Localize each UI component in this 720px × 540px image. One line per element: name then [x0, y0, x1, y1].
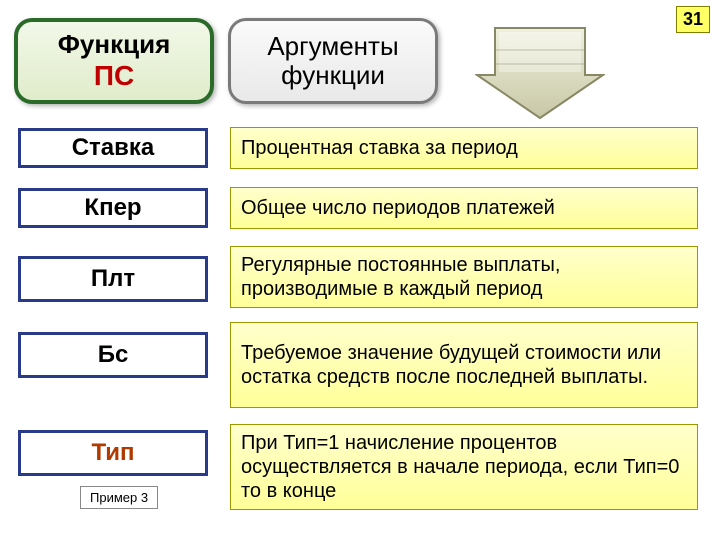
label-type: Тип: [18, 430, 208, 476]
down-arrow-icon: [475, 20, 605, 120]
label-type-text: Тип: [92, 439, 135, 467]
label-plt: Плт: [18, 256, 208, 302]
label-kper: Кпер: [18, 188, 208, 228]
arguments-title-text: Аргументы функции: [231, 32, 435, 89]
function-title-line1: Функция: [58, 30, 171, 60]
function-title-box: Функция ПС: [14, 18, 214, 104]
example-link[interactable]: Пример 3: [80, 486, 158, 509]
page-number-badge: 31: [676, 6, 710, 33]
label-rate: Ставка: [18, 128, 208, 168]
function-title-line2: ПС: [94, 60, 134, 92]
desc-plt: Регулярные постоянные выплаты, производи…: [230, 246, 698, 308]
desc-type: При Тип=1 начисление процентов осуществл…: [230, 424, 698, 510]
arguments-title-box: Аргументы функции: [228, 18, 438, 104]
desc-rate: Процентная ставка за период: [230, 127, 698, 169]
desc-kper: Общее число периодов платежей: [230, 187, 698, 229]
label-bs: Бс: [18, 332, 208, 378]
desc-bs: Требуемое значение будущей стоимости или…: [230, 322, 698, 408]
